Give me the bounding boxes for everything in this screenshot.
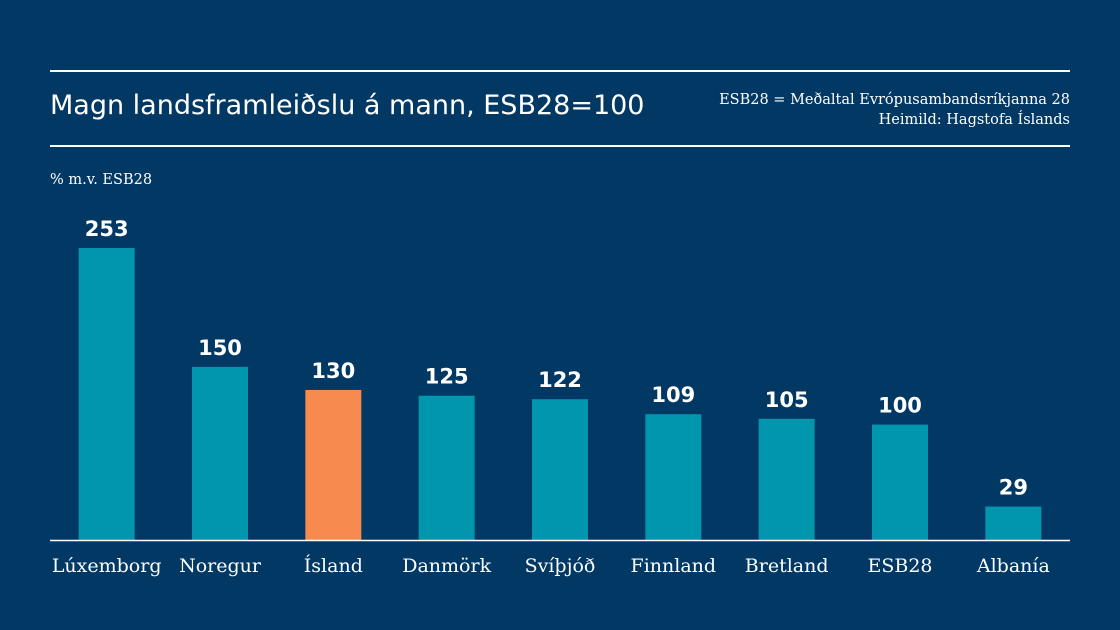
value-label-svithjod: 122 <box>538 368 582 392</box>
bar-albania <box>985 506 1042 540</box>
bar-luxemborg <box>78 248 135 540</box>
bar-esb28 <box>872 424 928 540</box>
bar-svithjod <box>532 399 588 540</box>
category-label-bretland: Bretland <box>745 555 829 577</box>
value-label-albania: 29 <box>999 476 1028 500</box>
bar-danmork <box>418 395 475 540</box>
value-label-bretland: 105 <box>765 388 809 412</box>
category-label-albania: Albanía <box>976 555 1050 577</box>
source-note: ESB28 = Meðaltal Evrópusambandsríkjanna … <box>719 90 1070 130</box>
value-label-danmork: 125 <box>425 365 469 389</box>
category-label-island: Ísland <box>304 554 363 577</box>
value-label-esb28: 100 <box>878 394 922 418</box>
note-definition: ESB28 = Meðaltal Evrópusambandsríkjanna … <box>719 92 1070 108</box>
bottom-rule <box>50 145 1070 147</box>
chart-title: Magn landsframleiðslu á mann, ESB28=100 <box>50 90 645 121</box>
top-rule <box>50 70 1070 72</box>
value-label-noregur: 150 <box>198 336 242 360</box>
bar-noregur <box>192 366 248 540</box>
category-label-luxemborg: Lúxemborg <box>52 555 162 577</box>
category-label-svithjod: Svíþjóð <box>525 555 596 577</box>
category-label-danmork: Danmörk <box>402 555 491 577</box>
note-source: Heimild: Hagstofa Íslands <box>878 112 1070 128</box>
value-label-finnland: 109 <box>651 383 695 407</box>
value-label-island: 130 <box>311 359 355 383</box>
y-axis-unit-label: % m.v. ESB28 <box>50 172 153 188</box>
bar-island <box>305 389 362 540</box>
bar-finnland <box>645 414 702 540</box>
bar-bretland <box>758 418 815 540</box>
category-label-finnland: Finnland <box>631 555 717 577</box>
category-label-noregur: Noregur <box>179 555 262 577</box>
category-label-esb28: ESB28 <box>867 555 932 577</box>
value-label-luxemborg: 253 <box>85 217 129 241</box>
